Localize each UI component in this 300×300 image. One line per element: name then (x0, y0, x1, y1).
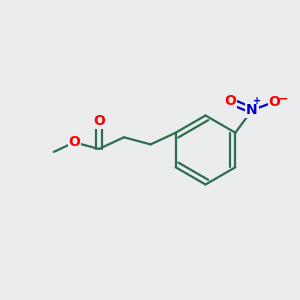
Text: −: − (278, 93, 288, 106)
Text: O: O (68, 135, 80, 149)
Text: O: O (93, 114, 105, 128)
Text: O: O (224, 94, 236, 108)
Text: +: + (253, 96, 261, 106)
Text: O: O (268, 95, 280, 109)
Text: N: N (246, 103, 258, 117)
